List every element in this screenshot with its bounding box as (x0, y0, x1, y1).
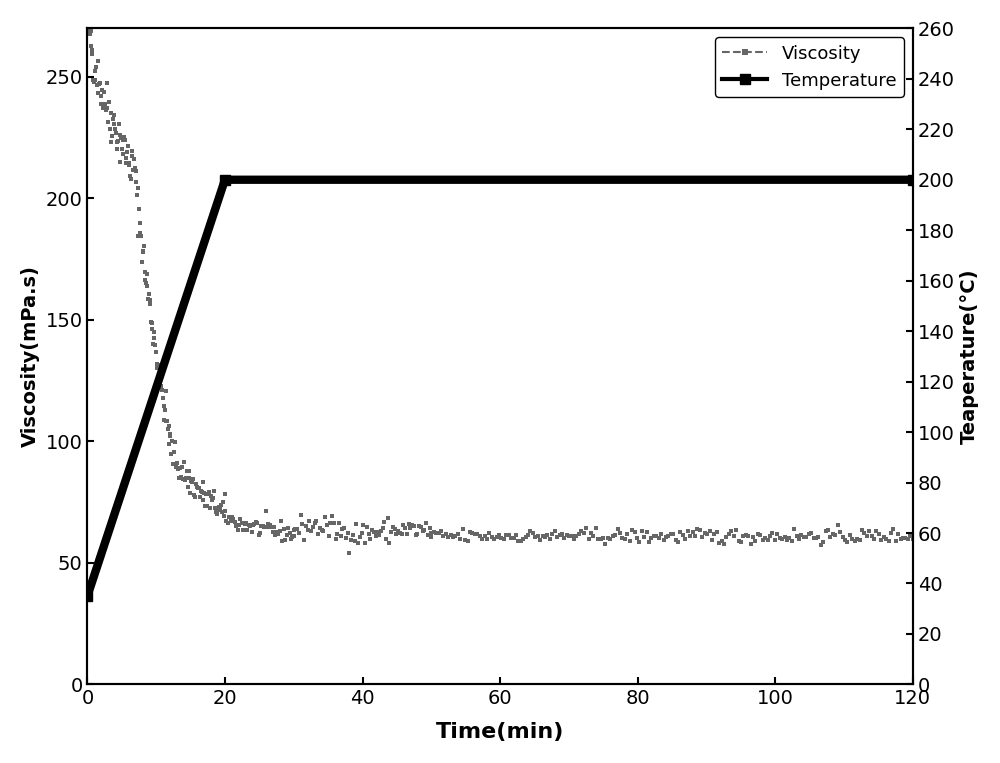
Viscosity (81, 17, 93, 26)
Viscosity (679, 534, 691, 543)
Temperature (907, 175, 919, 185)
Y-axis label: Teaperature(°C): Teaperature(°C) (960, 269, 979, 444)
Viscosity (190, 480, 202, 489)
Viscosity (529, 533, 541, 542)
Viscosity (343, 549, 355, 558)
Y-axis label: Viscosity(mPa.s): Viscosity(mPa.s) (21, 266, 40, 447)
Viscosity (907, 535, 919, 544)
Viscosity (629, 527, 641, 536)
Temperature (81, 591, 93, 600)
X-axis label: Time(min): Time(min) (436, 722, 564, 742)
Line: Temperature: Temperature (83, 175, 918, 601)
Viscosity (83, 14, 95, 24)
Viscosity (383, 538, 395, 547)
Legend: Viscosity, Temperature: Viscosity, Temperature (715, 37, 904, 97)
Viscosity (269, 530, 281, 539)
Line: Viscosity: Viscosity (85, 17, 915, 555)
Temperature (219, 175, 231, 185)
